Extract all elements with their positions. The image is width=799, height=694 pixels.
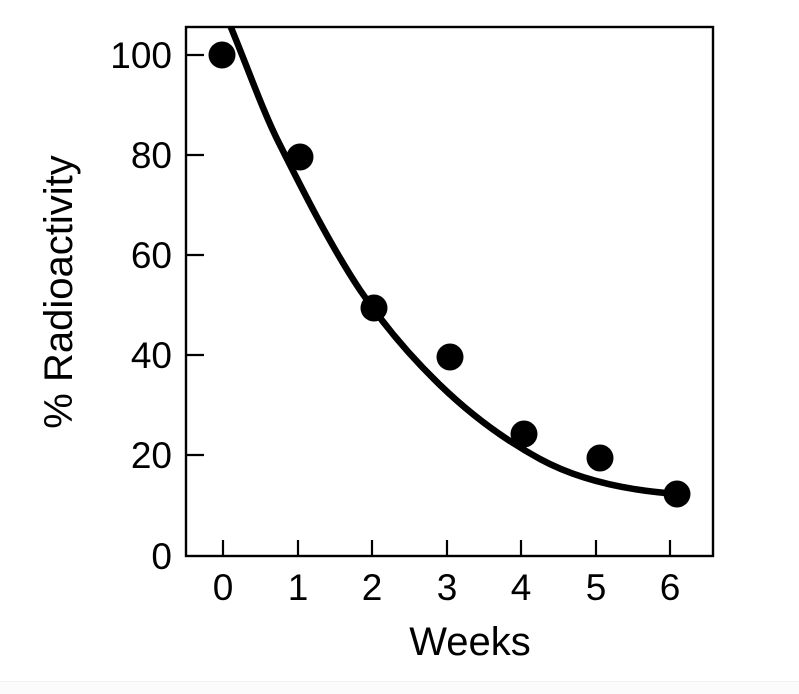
plot-frame	[184, 25, 715, 558]
x-tick-label-6: 6	[660, 567, 681, 608]
x-tick-label-2: 2	[362, 567, 383, 608]
x-tick-label-1: 1	[288, 567, 309, 608]
data-point-week-0	[208, 41, 236, 69]
x-axis-tick-labels: 0 1 2 3 4 5 6	[213, 567, 681, 608]
footer-band	[0, 681, 799, 694]
data-markers	[208, 41, 691, 508]
data-point-week-1	[286, 143, 314, 171]
x-tick-label-4: 4	[511, 567, 532, 608]
x-tick-label-3: 3	[437, 567, 458, 608]
y-tick-label-60: 60	[131, 235, 172, 276]
y-tick-label-40: 40	[131, 335, 172, 376]
decay-curve	[227, 28, 682, 498]
x-axis-title: Weeks	[409, 620, 531, 664]
data-point-week-2	[360, 294, 388, 322]
y-axis-title: % Radioactivity	[37, 155, 81, 428]
fitted-curve-group	[227, 28, 682, 498]
y-tick-label-20: 20	[131, 435, 172, 476]
data-point-week-5	[586, 444, 614, 472]
y-axis-tick-labels: 100 80 60 40 20 0	[110, 35, 172, 577]
y-axis-ticks	[186, 53, 204, 457]
data-point-week-4	[510, 420, 538, 448]
data-point-week-6	[663, 480, 691, 508]
y-tick-label-0: 0	[151, 536, 172, 577]
y-tick-label-100: 100	[110, 35, 172, 76]
x-axis-ticks	[221, 540, 672, 556]
x-tick-label-5: 5	[586, 567, 607, 608]
y-tick-label-80: 80	[131, 135, 172, 176]
x-tick-label-0: 0	[213, 567, 234, 608]
data-point-week-3	[436, 343, 464, 371]
